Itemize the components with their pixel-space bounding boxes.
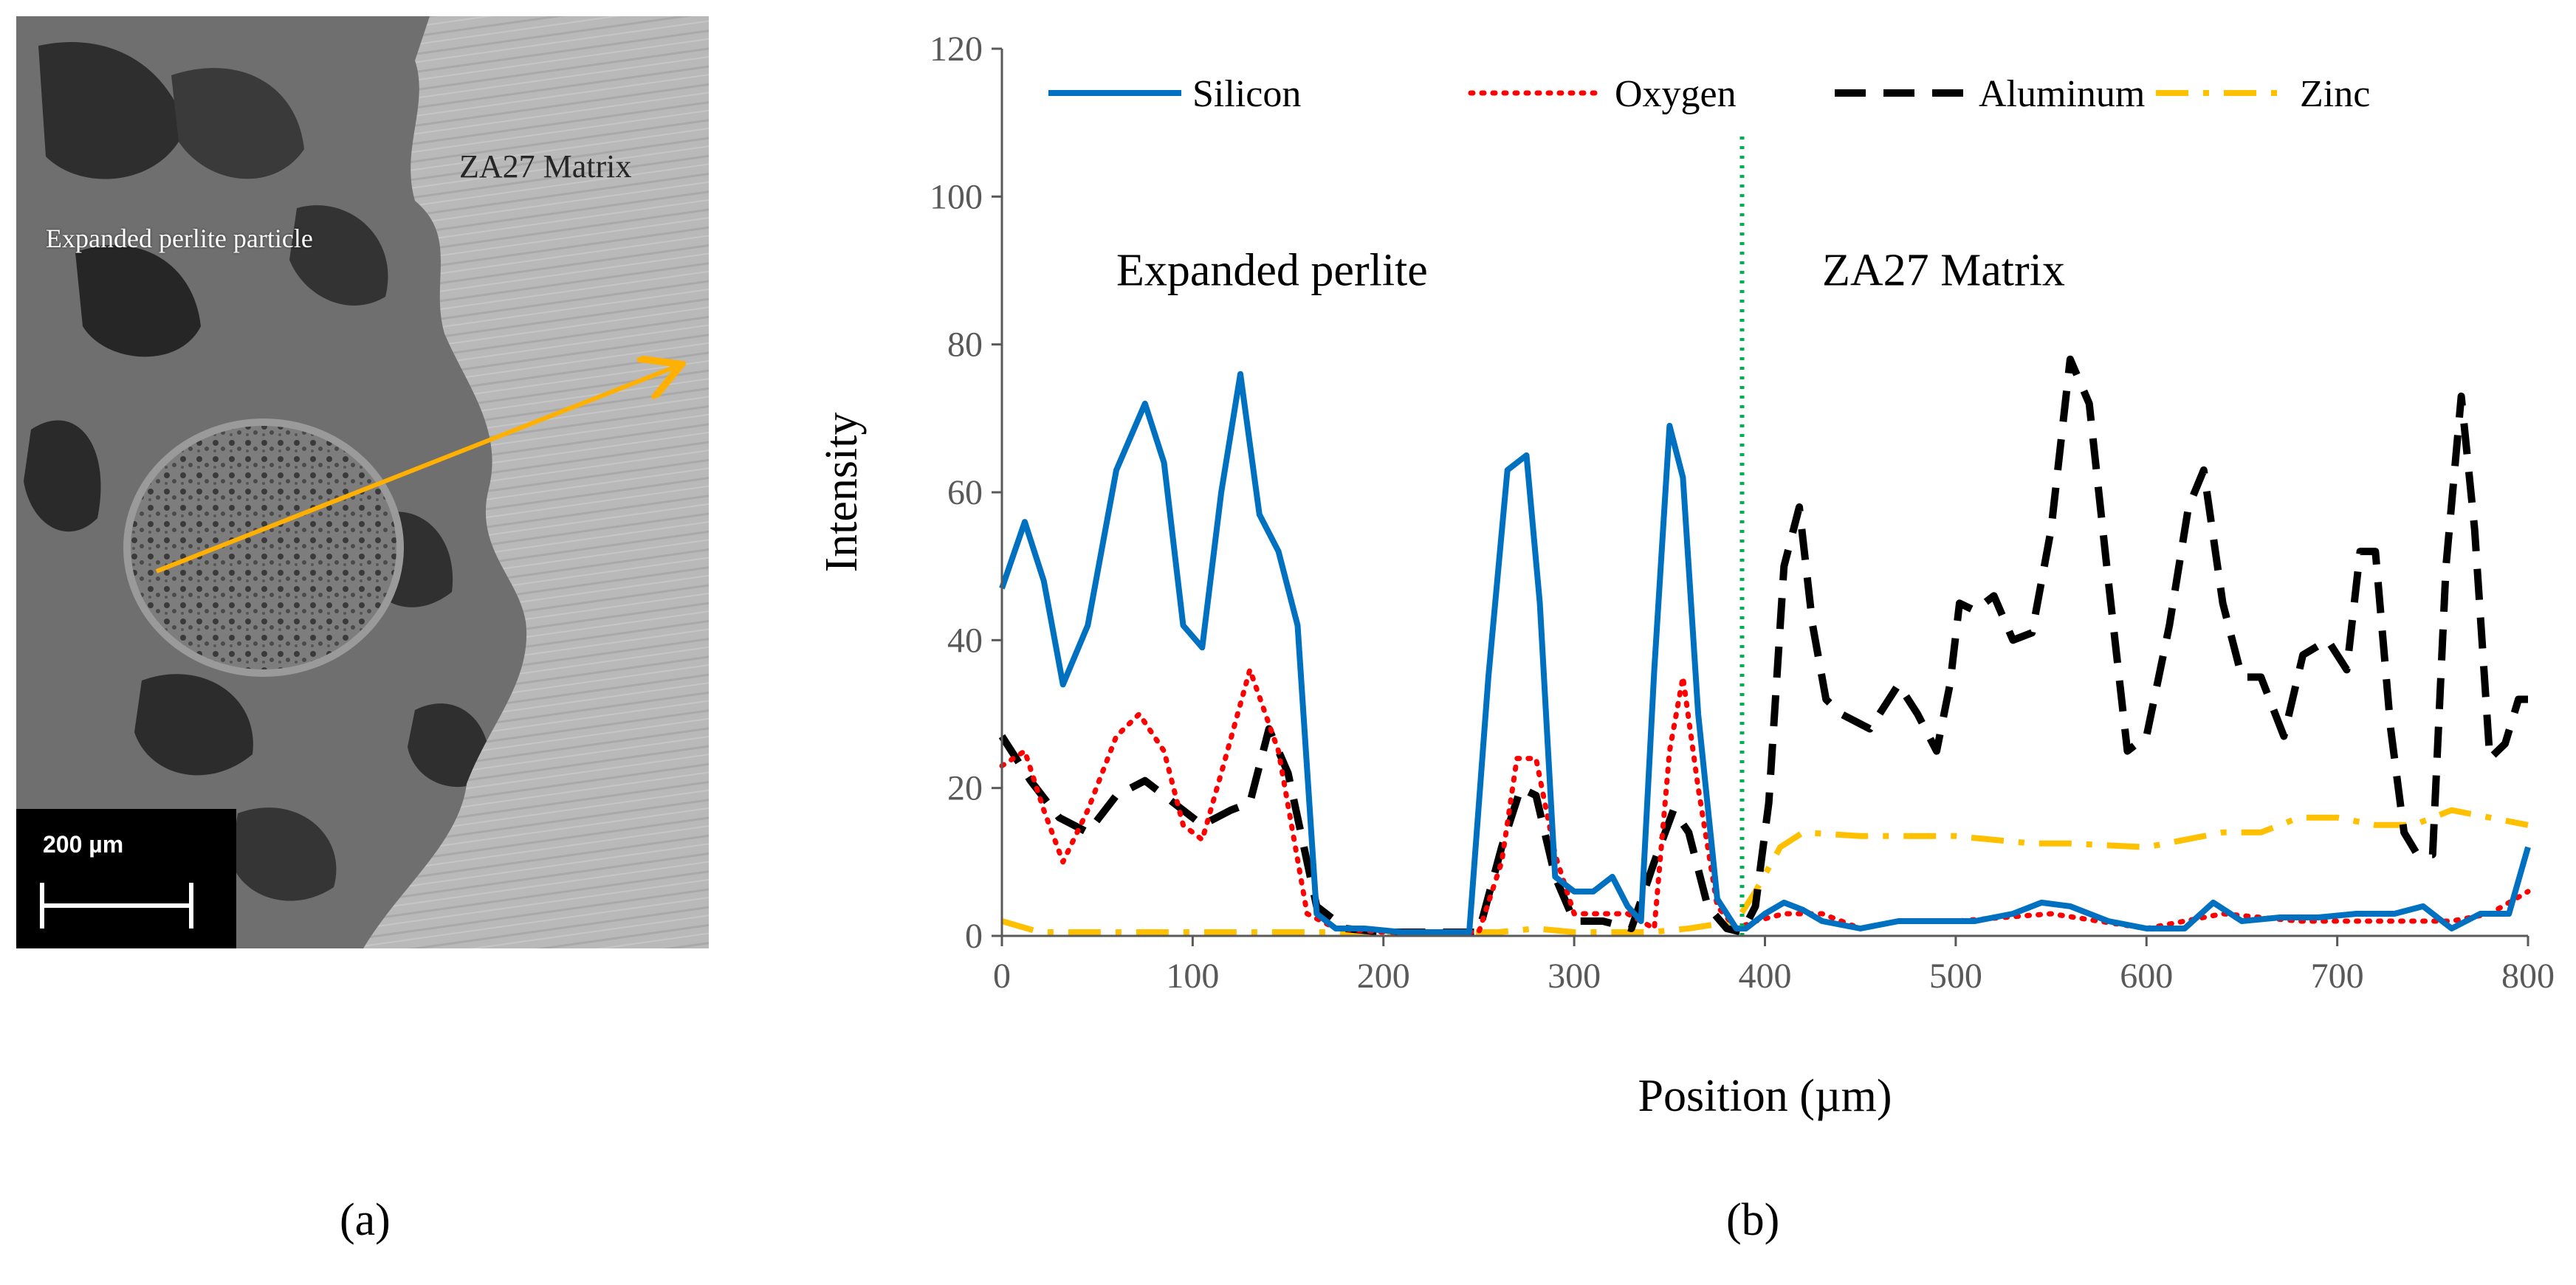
y-axis-title: Intensity <box>817 413 867 573</box>
text-layer: 0 20 40 60 80 100 120 0 100 200 300 400 500 600 700 800… <box>817 30 2555 1121</box>
caption-panel-a: (a) <box>340 1195 391 1245</box>
legend-label-zinc: Zinc <box>2300 73 2370 115</box>
legend-label-silicon: Silicon <box>1192 73 1301 115</box>
y-tick-label: 40 <box>947 621 983 660</box>
series-line-zinc <box>1000 807 2529 935</box>
pore <box>230 807 337 901</box>
x-tick-label: 500 <box>1929 957 1982 996</box>
axes-layer <box>992 47 2529 946</box>
scale-bar-label: 200 µm <box>43 831 124 858</box>
series-line-silicon <box>999 371 2531 935</box>
x-tick-label: 100 <box>1166 957 1219 996</box>
sem-image-drawing <box>16 16 709 948</box>
x-tick-label: 700 <box>2311 957 2364 996</box>
pore <box>171 68 304 179</box>
series-layer <box>998 355 2531 936</box>
series-line-oxygen <box>999 666 2531 935</box>
y-tick-label: 80 <box>947 325 983 365</box>
matrix-label: ZA27 Matrix <box>459 148 632 185</box>
pore <box>38 41 186 179</box>
y-tick-label: 120 <box>930 30 983 69</box>
line-scan-arrow <box>155 368 673 573</box>
x-tick-label: 0 <box>993 957 1011 996</box>
x-tick-label: 800 <box>2501 957 2555 996</box>
x-tick-label: 300 <box>1548 957 1601 996</box>
porous-particle <box>123 418 404 677</box>
x-tick-label: 400 <box>1739 957 1792 996</box>
pore <box>408 703 490 788</box>
y-tick-label: 60 <box>947 473 983 512</box>
scale-bar-cap-left <box>40 883 44 929</box>
y-tick-label: 20 <box>947 769 983 808</box>
x-tick-label: 600 <box>2120 957 2173 996</box>
legend-label-aluminum: Aluminum <box>1979 73 2145 115</box>
annotation-expanded-perlite: Expanded perlite <box>1116 246 1428 296</box>
y-tick-label: 0 <box>965 917 983 956</box>
scale-bar-cap-right <box>189 883 193 929</box>
scale-bar: 200 µm <box>16 809 236 948</box>
scale-bar-line <box>40 903 193 908</box>
pore <box>134 674 253 776</box>
y-tick-label: 100 <box>930 177 983 216</box>
x-tick-label: 200 <box>1357 957 1410 996</box>
caption-panel-b: (b) <box>1726 1195 1780 1245</box>
legend-label-oxygen: Oxygen <box>1615 73 1737 115</box>
sem-micrograph: Expanded perlite particle ZA27 Matrix 20… <box>16 16 709 948</box>
particle-label: Expanded perlite particle <box>46 224 313 253</box>
za27-matrix-region <box>363 16 709 948</box>
pore <box>24 420 101 532</box>
annotation-za27-matrix: ZA27 Matrix <box>1822 246 2065 296</box>
pore <box>289 205 388 306</box>
series-line-aluminum <box>998 355 2528 936</box>
pore <box>75 245 201 357</box>
x-axis-title: Position (µm) <box>1638 1071 1892 1121</box>
